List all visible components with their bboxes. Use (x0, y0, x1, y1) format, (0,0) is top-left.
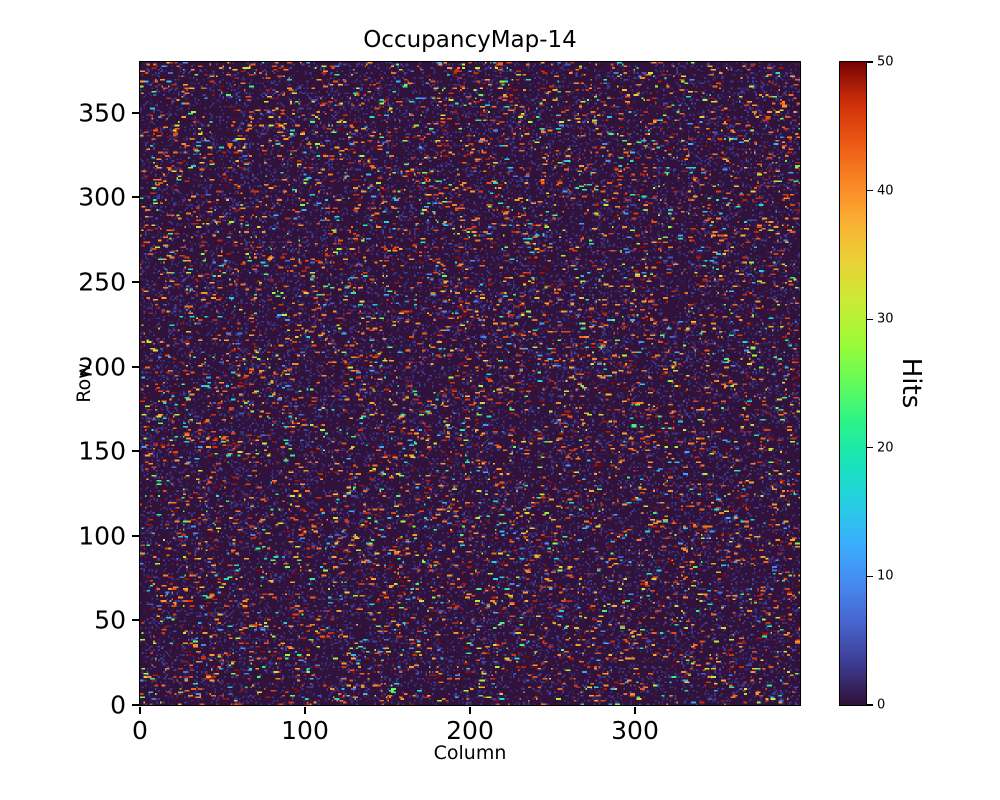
y-tick-mark (131, 450, 139, 453)
colorbar-tick-label: 20 (877, 440, 894, 456)
y-tick-label: 50 (94, 605, 126, 635)
colorbar-tick-mark (867, 190, 874, 192)
y-tick-mark (131, 111, 139, 114)
colorbar-tick-mark (867, 447, 874, 449)
x-tick-mark (469, 706, 471, 714)
y-tick-label: 100 (78, 521, 126, 551)
colorbar-label: Hits (896, 357, 926, 409)
heatmap-canvas (139, 61, 800, 705)
y-tick-label: 250 (78, 267, 126, 297)
x-tick-label: 0 (132, 716, 148, 745)
y-tick-label: 300 (78, 182, 126, 212)
colorbar-tick-mark (867, 575, 874, 577)
x-tick-label: 100 (281, 716, 329, 745)
x-tick-label: 300 (611, 716, 659, 745)
x-axis-label: Column (433, 742, 507, 764)
plot-area (138, 60, 801, 706)
x-tick-label: 200 (446, 716, 494, 745)
colorbar-tick-mark (867, 704, 874, 706)
chart-title: OccupancyMap-14 (363, 27, 577, 53)
colorbar (838, 60, 867, 706)
y-tick-mark (131, 196, 139, 199)
y-axis-label: Row (73, 363, 95, 403)
x-tick-mark (139, 706, 141, 714)
x-tick-mark (304, 706, 306, 714)
colorbar-tick-label: 10 (877, 568, 894, 584)
colorbar-tick-label: 50 (877, 54, 894, 70)
y-tick-label: 150 (78, 436, 126, 466)
y-tick-mark (131, 704, 139, 706)
colorbar-tick-label: 40 (877, 183, 894, 199)
y-tick-mark (131, 619, 139, 622)
colorbar-tick-label: 0 (877, 697, 886, 713)
x-tick-mark (634, 706, 636, 714)
y-tick-mark (131, 534, 139, 537)
colorbar-gradient-canvas (839, 61, 866, 705)
colorbar-tick-mark (867, 318, 874, 320)
y-tick-mark (131, 365, 139, 368)
y-tick-label: 200 (78, 352, 126, 382)
y-tick-mark (131, 280, 139, 283)
y-tick-label: 350 (78, 98, 126, 128)
colorbar-tick-mark (867, 61, 874, 63)
colorbar-tick-label: 30 (877, 311, 894, 327)
y-tick-label: 0 (110, 690, 126, 720)
